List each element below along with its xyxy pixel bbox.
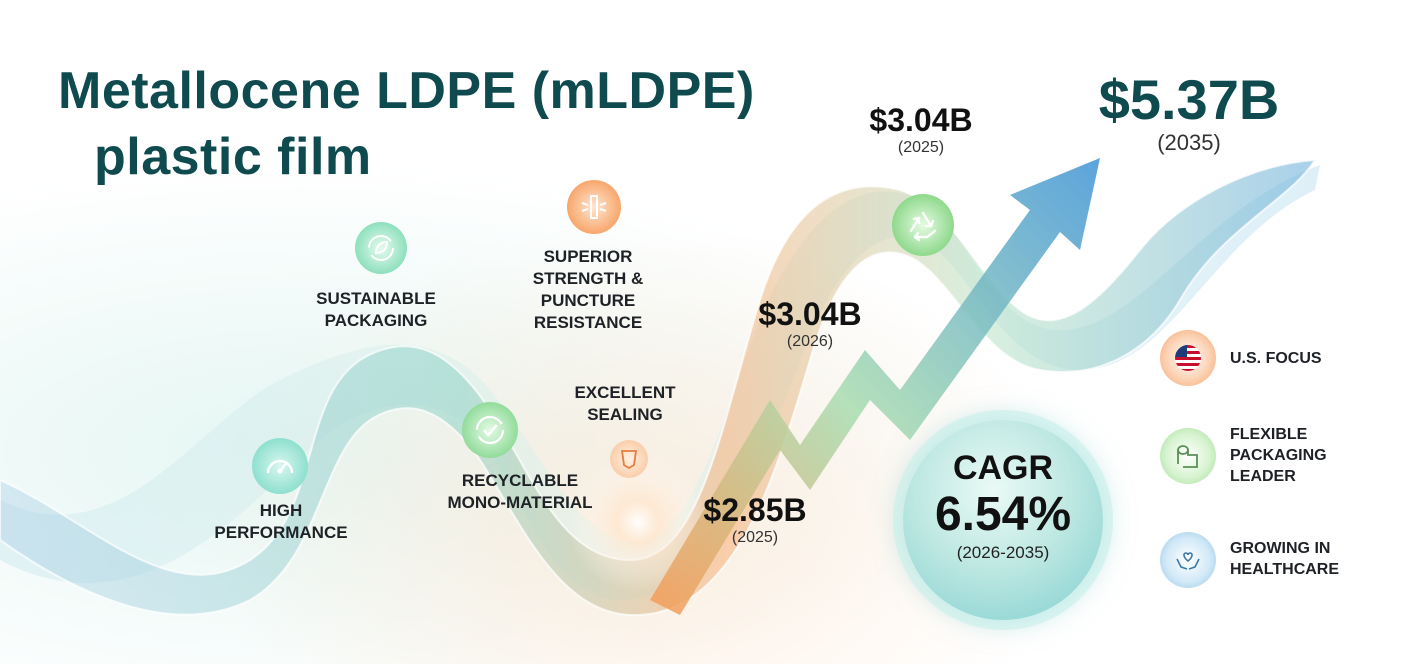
cagr-value: 6.54% bbox=[934, 488, 1072, 541]
title-line-2: plastic film bbox=[94, 128, 372, 186]
film-layers-icon bbox=[567, 180, 621, 234]
value-year: (2035) bbox=[1157, 130, 1221, 155]
feature-sustainable-packaging: SUSTAINABLE PACKAGING bbox=[316, 289, 436, 330]
value-year: (2025) bbox=[731, 529, 779, 546]
light-glow bbox=[568, 452, 708, 592]
growth-arrow bbox=[650, 158, 1100, 615]
value-2035: $5.37B (2035) bbox=[1084, 70, 1294, 156]
value-2025-top: $3.04B (2025) bbox=[846, 102, 996, 158]
seal-icon bbox=[610, 440, 648, 478]
side-label: U.S. FOCUS bbox=[1230, 350, 1322, 367]
recycle-icon bbox=[892, 194, 954, 256]
feature-excellent-sealing: EXCELLENT SEALING bbox=[574, 383, 676, 424]
ribbon-main bbox=[0, 158, 1317, 617]
feature-superior-strength: SUPERIOR STRENGTH & PUNCTURE RESISTANCE bbox=[532, 247, 644, 332]
cagr-bubble: CAGR 6.54% (2026-2035) bbox=[903, 420, 1103, 620]
gauge-icon bbox=[252, 438, 308, 494]
feature-recyclable: RECYCLABLE MONO-MATERIAL bbox=[447, 471, 593, 512]
us-flag-icon bbox=[1160, 330, 1216, 386]
film-roll-icon bbox=[1160, 428, 1216, 484]
side-label: GROWING IN HEALTHCARE bbox=[1230, 540, 1340, 578]
value-amount: $2.85B bbox=[703, 492, 807, 528]
heart-hands-icon bbox=[1160, 532, 1216, 588]
title-line-1: Metallocene LDPE (mLDPE) bbox=[58, 62, 755, 120]
value-2026: $3.04B (2026) bbox=[735, 296, 885, 352]
page-title: Metallocene LDPE (mLDPE) plastic film bbox=[58, 58, 755, 190]
cagr-period: (2026-2035) bbox=[956, 543, 1050, 562]
feature-high-performance: HIGH PERFORMANCE bbox=[214, 501, 348, 542]
leaf-cycle-icon bbox=[355, 222, 407, 274]
value-amount: $3.04B bbox=[869, 102, 973, 138]
value-year: (2026) bbox=[786, 333, 834, 350]
check-cycle-icon bbox=[462, 402, 518, 458]
value-amount: $3.04B bbox=[758, 296, 862, 332]
value-amount: $5.37B bbox=[1098, 68, 1280, 131]
value-2025-low: $2.85B (2025) bbox=[680, 492, 830, 548]
value-year: (2025) bbox=[897, 139, 945, 156]
cagr-label: CAGR bbox=[952, 449, 1054, 487]
side-label: FLEXIBLE PACKAGING LEADER bbox=[1230, 426, 1327, 485]
